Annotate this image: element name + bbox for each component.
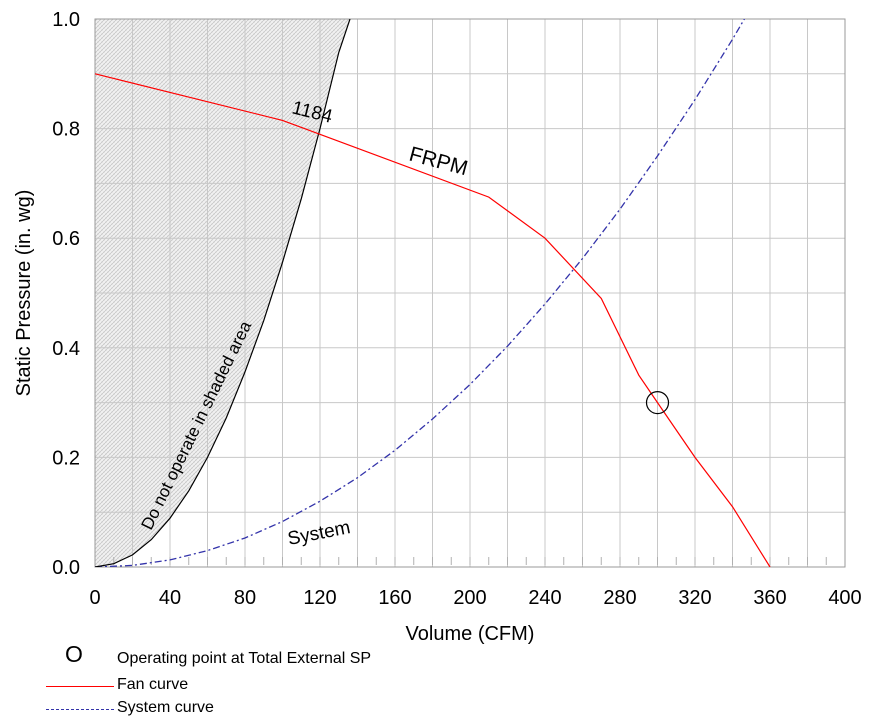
series-fan-curve [95,73,771,567]
x-tick-label: 240 [528,587,561,609]
x-tick-label: 120 [303,587,336,609]
x-tick-label: 360 [753,587,786,609]
y-axis-label: Static Pressure (in. wg) [13,190,35,397]
plot-frame [94,18,846,568]
x-tick-label: 80 [234,587,256,609]
x-tick-label: 160 [378,587,411,609]
y-tick-label: 0.0 [52,557,80,579]
y-tick-label: 0.8 [52,119,80,141]
x-tick-label: 400 [828,587,861,609]
x-tick-label: 200 [453,587,486,609]
y-tick-label: 0.2 [52,447,80,469]
y-tick-label: 0.6 [52,228,80,250]
x-tick-label: 280 [603,587,636,609]
plot-series [95,19,771,567]
annotation-frpm: FRPM [407,143,470,181]
annotation-system: System [286,517,352,550]
x-tick-label: 40 [159,587,181,609]
y-tick-label: 1.0 [52,9,80,31]
series-stall-boundary [95,19,351,567]
x-tick-label: 0 [89,587,100,609]
operating-point-marker [645,391,670,415]
x-axis-label: Volume (CFM) [406,623,535,645]
y-tick-label: 0.4 [52,338,80,360]
x-tick-label: 320 [678,587,711,609]
